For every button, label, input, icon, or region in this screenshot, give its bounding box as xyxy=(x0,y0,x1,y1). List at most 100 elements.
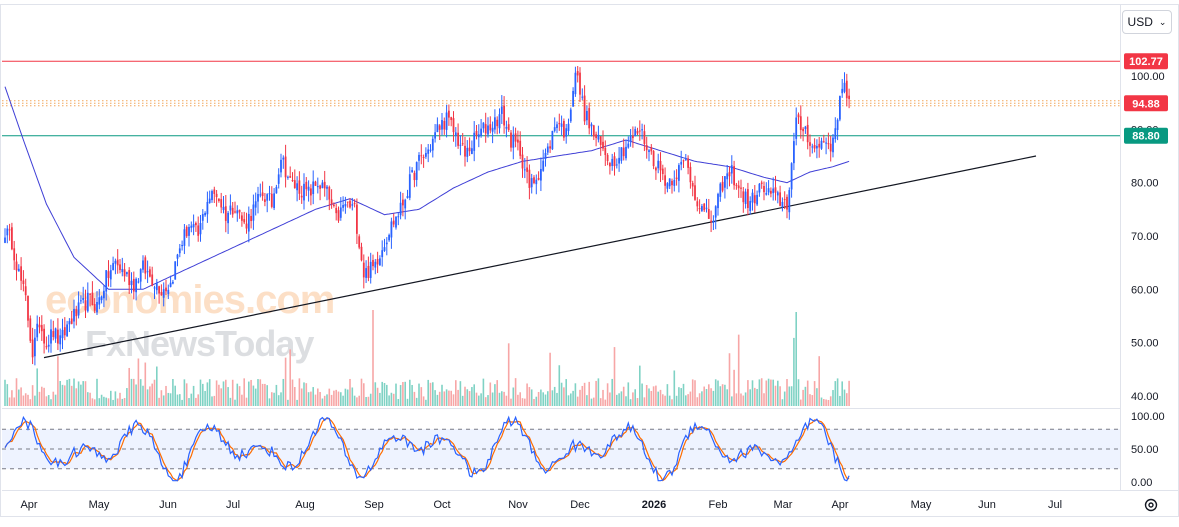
candle-body xyxy=(70,318,73,324)
candle-body xyxy=(411,170,413,173)
volume-bar xyxy=(41,386,43,406)
candle-body xyxy=(27,295,29,321)
candle-body xyxy=(712,220,715,224)
volume-bar xyxy=(356,397,358,406)
volume-bar xyxy=(774,385,777,406)
volume-bar xyxy=(130,378,133,406)
candle-body xyxy=(151,274,154,286)
candle-body xyxy=(620,147,623,161)
volume-bar xyxy=(73,378,75,406)
volume-bar xyxy=(259,379,262,406)
volume-bar xyxy=(89,392,91,406)
settings-button[interactable] xyxy=(1140,494,1162,516)
price-tag-support xyxy=(1124,127,1168,144)
candle-body xyxy=(22,280,25,285)
volume-bar xyxy=(31,385,34,406)
volume-bar xyxy=(567,395,570,406)
candle-body xyxy=(489,124,492,131)
candle-body xyxy=(661,168,664,175)
volume-bar xyxy=(825,399,827,406)
candle-body xyxy=(707,209,710,219)
volume-bar xyxy=(459,381,462,406)
volume-bar xyxy=(264,383,266,406)
volume-bar xyxy=(392,393,395,406)
volume-bar xyxy=(29,399,32,406)
candle-body xyxy=(682,160,685,162)
candle-body xyxy=(576,71,579,76)
volume-bar xyxy=(153,379,156,406)
volume-bar xyxy=(797,379,800,406)
candle-body xyxy=(199,223,202,235)
volume-bar xyxy=(648,388,650,406)
candle-body xyxy=(224,206,227,221)
candle-body xyxy=(583,95,586,122)
volume-bar xyxy=(376,387,379,406)
candle-body xyxy=(537,177,540,180)
candle-body xyxy=(369,261,372,278)
candle-body xyxy=(776,192,779,196)
candle-body xyxy=(335,207,338,214)
volume-bar xyxy=(307,392,310,406)
candle-body xyxy=(215,193,218,198)
volume-bar xyxy=(406,398,409,406)
volume-bar xyxy=(673,370,676,406)
volume-bar xyxy=(77,381,80,406)
volume-bar xyxy=(344,388,347,406)
volume-bar xyxy=(484,397,487,406)
volume-bar xyxy=(514,378,517,406)
volume-bar xyxy=(576,396,579,406)
volume-bar xyxy=(553,386,556,406)
candle-body xyxy=(293,180,296,189)
candle-body xyxy=(181,244,183,247)
candle-body xyxy=(379,258,381,266)
candle-body xyxy=(40,325,43,332)
candle-body xyxy=(717,193,719,209)
volume-bar xyxy=(767,378,770,406)
volume-bar xyxy=(215,380,218,406)
candle-body xyxy=(135,278,137,293)
candle-body xyxy=(641,129,643,131)
candle-body xyxy=(38,324,41,328)
candle-body xyxy=(438,125,441,130)
candle-body xyxy=(314,181,317,186)
x-tick-label: Apr xyxy=(831,499,848,511)
candle-body xyxy=(694,185,696,200)
volume-bar xyxy=(427,379,429,406)
candle-body xyxy=(827,143,830,145)
candle-body xyxy=(254,201,257,208)
volume-bar xyxy=(604,399,607,406)
candle-body xyxy=(799,116,802,130)
candle-body xyxy=(13,248,16,261)
volume-bar xyxy=(296,399,298,406)
volume-bar xyxy=(432,382,434,406)
candle-body xyxy=(767,188,770,193)
volume-bar xyxy=(846,393,848,406)
volume-bar xyxy=(87,392,89,406)
volume-bar xyxy=(731,396,733,406)
volume-bar xyxy=(583,382,586,406)
stoch-tick-label: 0.00 xyxy=(1131,477,1152,489)
volume-bar xyxy=(616,394,618,406)
volume-bar xyxy=(634,389,636,406)
volume-bar xyxy=(827,399,830,406)
volume-bar xyxy=(409,379,411,406)
volume-bar xyxy=(793,337,795,406)
candle-body xyxy=(843,82,846,92)
candle-body xyxy=(54,328,57,339)
candle-body xyxy=(47,344,50,347)
candle-body xyxy=(66,324,68,337)
volume-bar xyxy=(809,394,811,406)
candle-body xyxy=(793,141,795,164)
candle-body xyxy=(512,134,515,148)
volume-bar xyxy=(277,395,280,406)
candle-body xyxy=(123,269,126,277)
volume-bar xyxy=(335,389,337,406)
volume-bar xyxy=(811,395,814,406)
candle-body xyxy=(703,203,706,211)
volume-bar xyxy=(816,388,818,406)
candle-body xyxy=(795,117,798,139)
currency-selector[interactable]: USD ⌄ xyxy=(1122,10,1172,34)
volume-bar xyxy=(790,386,793,406)
volume-bar xyxy=(735,393,738,406)
candle-body xyxy=(468,147,471,152)
